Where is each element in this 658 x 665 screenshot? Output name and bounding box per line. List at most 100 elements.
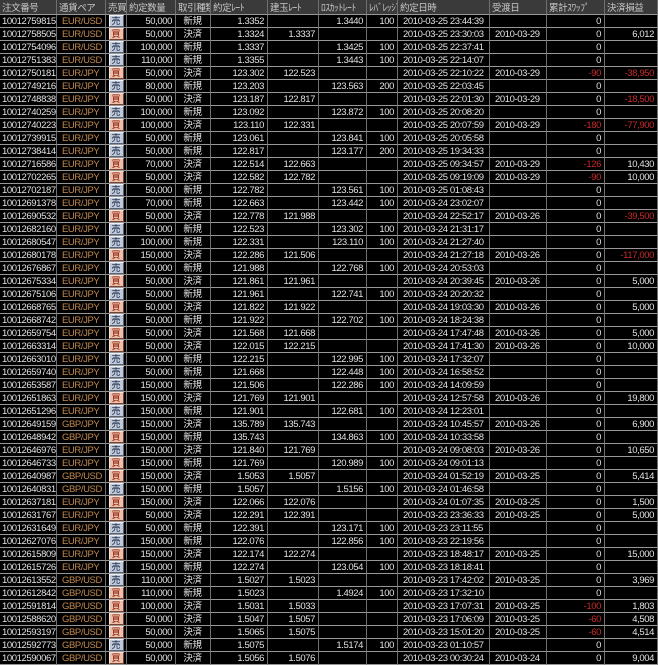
column-header-pl[interactable]: 決済損益 [605,0,658,15]
side-badge-sell: 売 [108,379,124,391]
cell-losscut-rate [319,67,367,80]
table-row[interactable]: 10012591814 GBP/USD 買 100,000 決済 1.5031 1.5033… [0,600,658,613]
table-row[interactable]: 10012739915 EUR/JPY 売 50,000 新規 123.061 123.84… [0,132,658,145]
table-row[interactable]: 10012648942 GBP/JPY 買 150,000 新規 135.743 134.8… [0,431,658,444]
table-row[interactable]: 10012740223 EUR/JPY 買 100,000 決済 123.110 122.3… [0,119,658,132]
table-row[interactable]: 10012615726 EUR/JPY 売 150,000 新規 122.274 123.0… [0,561,658,574]
table-row[interactable]: 10012740259 EUR/JPY 売 100,000 新規 123.092 123.8… [0,106,658,119]
table-row[interactable]: 10012592773 GBP/USD 売 50,000 新規 1.5075 1.5174 1… [0,639,658,652]
cell-pl: 5,000 [605,327,658,340]
table-row[interactable]: 10012612842 GBP/USD 買 110,000 新規 1.5023 1.4924… [0,587,658,600]
cell-side: 売 [106,197,127,210]
side-badge-sell: 売 [108,106,124,118]
cell-side: 売 [106,145,127,158]
table-row[interactable]: 10012676867 EUR/JPY 売 50,000 新規 121.988 122.76… [0,262,658,275]
table-row[interactable]: 10012659754 EUR/JPY 買 50,000 決済 121.568 121.66… [0,327,658,340]
table-row[interactable]: 10012738414 EUR/JPY 売 50,000 新規 122.817 123.17… [0,145,658,158]
column-header-open-rate[interactable]: 建玉ﾚｰﾄ [268,0,319,15]
cell-exec-datetime: 2010-03-24 17:41:30 [398,340,490,353]
cell-leverage [367,626,398,639]
table-row[interactable]: 10012748838 EUR/JPY 買 50,000 決済 123.187 122.81… [0,93,658,106]
table-row[interactable]: 10012759815 EUR/USD 売 50,000 新規 1.3352 1.3440 1… [0,15,658,28]
table-row[interactable]: 10012646976 EUR/JPY 売 150,000 決済 121.840 121.7… [0,444,658,457]
table-row[interactable]: 10012690532 EUR/JPY 買 50,000 決済 122.778 121.98… [0,210,658,223]
cell-quantity: 50,000 [127,301,176,314]
column-header-quantity[interactable]: 約定数量 [127,0,176,15]
table-row[interactable]: 10012631767 EUR/JPY 買 50,000 決済 122.291 122.39… [0,509,658,522]
cell-order-number: 10012668742 [0,314,57,327]
cell-quantity: 100,000 [127,236,176,249]
table-row[interactable]: 10012675334 EUR/JPY 買 50,000 決済 121.861 121.96… [0,275,658,288]
table-row[interactable]: 10012702187 EUR/JPY 売 50,000 新規 122.782 123.56… [0,184,658,197]
cell-exec-datetime: 2010-03-25 01:08:43 [398,184,490,197]
table-row[interactable]: 10012758505 EUR/USD 買 50,000 決済 1.3324 1.3337 2… [0,28,658,41]
table-row[interactable]: 10012651296 EUR/JPY 売 150,000 新規 121.901 122.6… [0,405,658,418]
cell-delivery-date [490,145,547,158]
cell-currency-pair: EUR/JPY [57,314,106,327]
table-row[interactable]: 10012716586 EUR/JPY 買 70,000 決済 122.514 122.66… [0,158,658,171]
table-row[interactable]: 10012702265 EUR/JPY 買 50,000 決済 122.582 122.78… [0,171,658,184]
column-header-exec-datetime[interactable]: 約定日時 [398,0,490,15]
table-row[interactable]: 10012613552 GBP/USD 売 110,000 決済 1.5027 1.5023… [0,574,658,587]
table-row[interactable]: 10012749216 EUR/JPY 売 80,000 新規 123.203 123.56… [0,80,658,93]
table-row[interactable]: 10012680178 EUR/JPY 買 150,000 決済 122.286 121.5… [0,249,658,262]
cell-side: 売 [106,561,127,574]
table-row[interactable]: 10012680547 EUR/JPY 売 100,000 新規 122.331 123.1… [0,236,658,249]
column-header-order-number[interactable]: 注文番号 [0,0,57,15]
cell-delivery-date: 2010-03-25 [490,626,547,639]
table-row[interactable]: 10012590067 GBP/USD 買 50,000 決済 1.5056 1.5076 2… [0,652,658,665]
cell-exec-datetime: 2010-03-24 22:52:17 [398,210,490,223]
cell-order-number: 10012676867 [0,262,57,275]
table-row[interactable]: 10012754096 EUR/USD 売 100,000 新規 1.3337 1.3425… [0,41,658,54]
cell-swap: 0 [547,353,605,366]
table-row[interactable]: 10012750181 EUR/JPY 買 50,000 決済 123.302 122.52… [0,67,658,80]
cell-delivery-date [490,54,547,67]
table-row[interactable]: 10012751383 EUR/USD 売 110,000 新規 1.3355 1.3443… [0,54,658,67]
cell-swap: 0 [547,457,605,470]
table-row[interactable]: 10012691378 EUR/JPY 売 70,000 新規 122.663 123.44… [0,197,658,210]
cell-trade-type: 決済 [176,275,211,288]
table-row[interactable]: 10012640831 GBP/USD 売 150,000 新規 1.5057 1.5156… [0,483,658,496]
table-row[interactable]: 10012631649 EUR/JPY 売 50,000 新規 122.391 123.17… [0,522,658,535]
cell-swap: -126 [547,158,605,171]
table-row[interactable]: 10012615809 EUR/JPY 買 150,000 決済 122.174 122.2… [0,548,658,561]
table-row[interactable]: 10012649159 GBP/JPY 売 150,000 決済 135.789 135.7… [0,418,658,431]
table-row[interactable]: 10012668765 EUR/JPY 買 50,000 決済 121.822 121.92… [0,301,658,314]
column-header-currency-pair[interactable]: 通貨ペア [57,0,106,15]
table-row[interactable]: 10012663010 EUR/JPY 売 50,000 新規 122.215 122.99… [0,353,658,366]
column-header-delivery-date[interactable]: 受渡日 [490,0,547,15]
cell-delivery-date [490,353,547,366]
table-row[interactable]: 10012675106 EUR/JPY 売 50,000 新規 121.961 122.74… [0,288,658,301]
column-header-trade-type[interactable]: 取引種類 [176,0,211,15]
table-row[interactable]: 10012651863 EUR/JPY 買 150,000 決済 121.769 121.9… [0,392,658,405]
cell-quantity: 50,000 [127,15,176,28]
column-header-side[interactable]: 売買 [106,0,127,15]
table-row[interactable]: 10012637181 EUR/JPY 買 150,000 決済 122.066 122.0… [0,496,658,509]
table-row[interactable]: 10012659740 EUR/JPY 売 50,000 新規 121.668 122.44… [0,366,658,379]
table-row[interactable]: 10012653587 EUR/JPY 売 150,000 新規 121.506 122.2… [0,379,658,392]
cell-exec-rate: 1.5053 [211,470,268,483]
table-row[interactable]: 10012640987 GBP/USD 買 150,000 決済 1.5053 1.5057… [0,470,658,483]
table-row[interactable]: 10012668742 EUR/JPY 売 50,000 新規 121.922 122.70… [0,314,658,327]
column-header-losscut-rate[interactable]: ﾛｽｶｯﾄﾚｰﾄ [319,0,367,15]
table-row[interactable]: 10012627076 EUR/JPY 売 150,000 新規 122.076 122.8… [0,535,658,548]
cell-swap: 0 [547,639,605,652]
column-header-leverage[interactable]: ﾚﾊﾞﾚｯｼﾞ [367,0,398,15]
table-row[interactable]: 10012593197 GBP/USD 買 50,000 決済 1.5065 1.5075 2… [0,626,658,639]
table-row[interactable]: 10012682160 EUR/JPY 売 50,000 新規 122.523 123.30… [0,223,658,236]
cell-exec-datetime: 2010-03-25 22:37:41 [398,41,490,54]
table-row[interactable]: 10012646733 EUR/JPY 買 150,000 新規 121.769 120.9… [0,457,658,470]
cell-delivery-date: 2010-03-26 [490,392,547,405]
cell-open-rate: 122.391 [268,509,319,522]
cell-exec-rate: 1.5047 [211,613,268,626]
cell-losscut-rate: 123.561 [319,184,367,197]
table-row[interactable]: 10012663314 EUR/JPY 買 50,000 決済 122.015 122.21… [0,340,658,353]
column-header-exec-rate[interactable]: 約定ﾚｰﾄ [211,0,268,15]
cell-pl: 10,000 [605,340,658,353]
cell-currency-pair: EUR/JPY [57,80,106,93]
column-header-swap[interactable]: 累計ｽﾜｯﾌﾟ [547,0,605,15]
cell-losscut-rate: 1.3440 [319,15,367,28]
cell-pl: 10,430 [605,158,658,171]
cell-order-number: 10012740223 [0,119,57,132]
table-row[interactable]: 10012588620 GBP/USD 買 50,000 決済 1.5047 1.5057 2… [0,613,658,626]
